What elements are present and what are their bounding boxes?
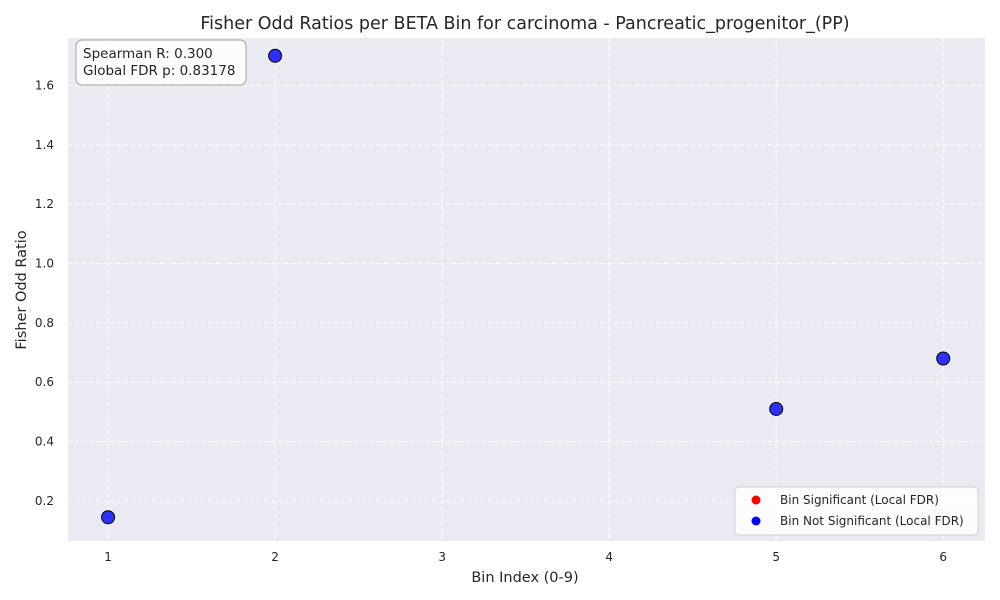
x-tick-label: 5	[772, 550, 780, 564]
y-axis-label: Fisher Odd Ratio	[14, 230, 30, 349]
x-tick-label: 3	[438, 550, 446, 564]
y-tick-label: 0.6	[35, 375, 54, 389]
data-point	[101, 510, 116, 525]
y-tick-label: 0.2	[35, 494, 54, 508]
x-tick-label: 4	[605, 550, 613, 564]
chart-title: Fisher Odd Ratios per BETA Bin for carci…	[200, 14, 849, 34]
y-tick-label: 1.6	[35, 78, 54, 92]
legend-label-significant: Bin Significant (Local FDR)	[780, 493, 939, 507]
stats-box	[75, 39, 247, 86]
data-points	[101, 48, 951, 525]
plot-area	[68, 38, 985, 541]
data-point	[268, 48, 283, 63]
y-tick-label: 1.0	[35, 257, 54, 271]
grid-lines	[68, 38, 985, 541]
stats-annotation: Spearman R: 0.300 Global FDR p: 0.83178	[75, 39, 247, 86]
legend-marker-significant	[751, 495, 761, 505]
spearman-text: Spearman R: 0.300	[83, 46, 213, 62]
x-tick-label: 1	[104, 550, 112, 564]
x-axis-label: Bin Index (0-9)	[471, 570, 578, 586]
y-tick-label: 0.8	[35, 316, 54, 330]
y-tick-label: 1.2	[35, 197, 54, 211]
x-tick-label: 6	[939, 550, 947, 564]
x-axis-ticks: 1 2 3 4 5 6	[104, 550, 947, 564]
data-point	[936, 351, 951, 366]
legend-box	[734, 486, 979, 536]
y-axis-ticks: 0.2 0.4 0.6 0.8 1.0 1.2 1.4 1.6	[35, 78, 54, 507]
y-tick-label: 0.4	[35, 435, 54, 449]
legend: Bin Significant (Local FDR) Bin Not Sign…	[734, 486, 979, 536]
y-tick-label: 1.4	[35, 138, 54, 152]
x-tick-label: 2	[271, 550, 279, 564]
data-point	[769, 401, 784, 416]
legend-label-not-significant: Bin Not Significant (Local FDR)	[780, 514, 964, 528]
fdr-text: Global FDR p: 0.83178	[83, 63, 235, 79]
legend-marker-not-significant	[751, 516, 761, 526]
